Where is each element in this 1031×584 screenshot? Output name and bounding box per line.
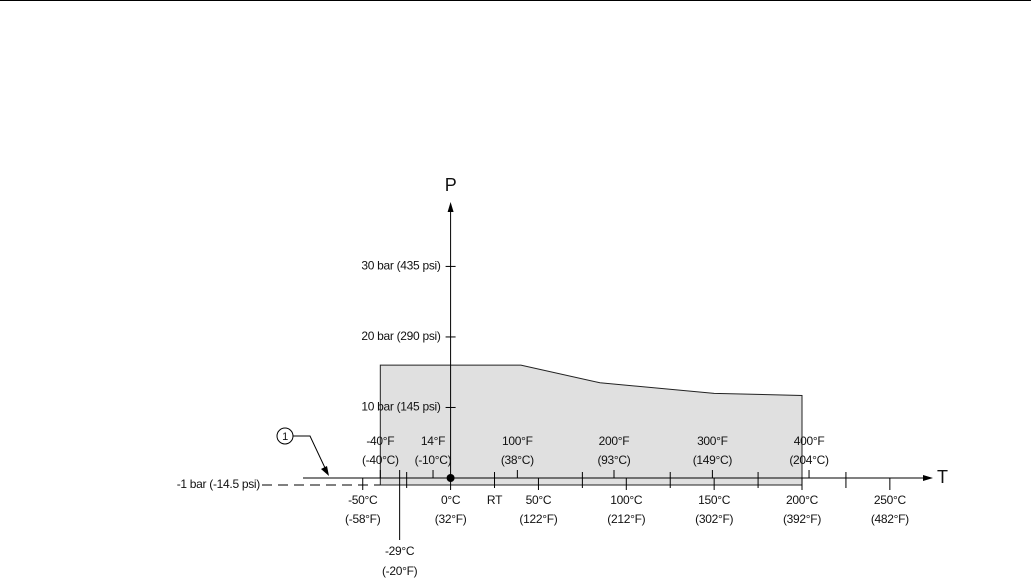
x-tick-label: (302°F) <box>695 512 733 526</box>
x-tick-label: (212°F) <box>607 512 645 526</box>
y-tick-label: 30 bar (435 psi) <box>361 259 441 273</box>
rt-label: RT <box>487 493 503 507</box>
f-tick-label: -40°F <box>366 434 394 448</box>
x-tick-label: 250°C <box>874 493 907 507</box>
f-tick-label: 300°F <box>697 434 728 448</box>
callout-number: 1 <box>282 431 288 443</box>
low-tick-label: (-20°F) <box>382 564 418 578</box>
baseline-label: -1 bar (-14.5 psi) <box>177 477 261 491</box>
x-tick-label: 100°C <box>610 493 643 507</box>
low-tick-label: -29°C <box>385 544 415 558</box>
f-tick-label: (93°C) <box>597 453 630 467</box>
x-axis-arrow <box>923 475 933 481</box>
x-axis-label: T <box>937 467 948 487</box>
y-axis-arrow <box>447 202 454 212</box>
y-axis-label: P <box>445 175 457 195</box>
f-tick-label: 100°F <box>502 434 533 448</box>
y-tick-label: 20 bar (290 psi) <box>361 329 441 343</box>
x-tick-label: 50°C <box>526 493 552 507</box>
x-tick-label: (122°F) <box>519 512 557 526</box>
f-tick-label: (204°C) <box>789 453 829 467</box>
x-tick-label: (32°F) <box>435 512 467 526</box>
f-tick-label: (149°C) <box>693 453 733 467</box>
x-tick-label: 0°C <box>441 493 461 507</box>
x-tick-label: (482°F) <box>871 512 909 526</box>
f-tick-label: (-40°C) <box>362 453 399 467</box>
callout-line <box>293 435 327 471</box>
x-tick-label: (-58°F) <box>345 512 381 526</box>
y-tick-label: 10 bar (145 psi) <box>361 400 441 414</box>
f-tick-label: 200°F <box>599 434 630 448</box>
f-tick-label: 14°F <box>421 434 445 448</box>
x-tick-label: 150°C <box>698 493 731 507</box>
x-tick-label: 200°C <box>786 493 819 507</box>
callout-arrow <box>321 466 329 476</box>
f-tick-label: 400°F <box>794 434 825 448</box>
f-tick-label: (38°C) <box>501 453 534 467</box>
f-tick-label: (-10°C) <box>415 453 452 467</box>
x-tick-label: (392°F) <box>783 512 821 526</box>
x-tick-label: -50°C <box>348 493 378 507</box>
